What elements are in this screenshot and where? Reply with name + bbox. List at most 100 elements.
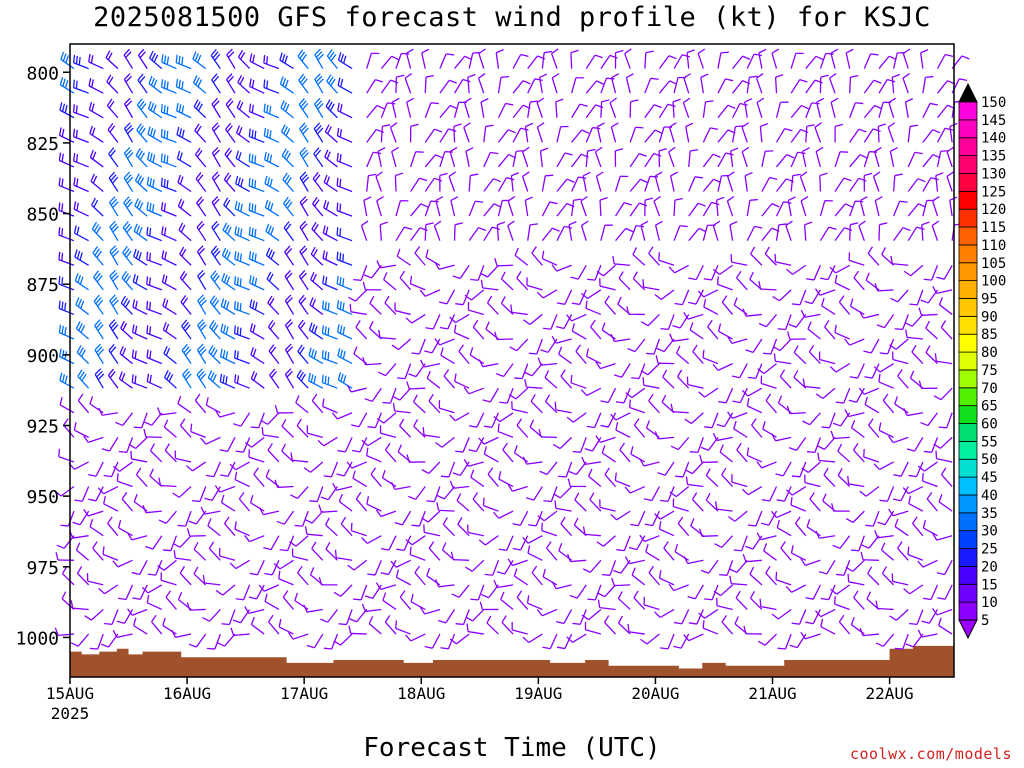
wind-barb-feather	[316, 127, 324, 135]
wind-barb-feather	[361, 603, 367, 612]
wind-barb-feather	[797, 151, 806, 155]
wind-barb-feather	[136, 123, 142, 131]
wind-barb	[297, 572, 309, 586]
wind-barb	[633, 597, 646, 610]
wind-barb	[483, 505, 499, 512]
wind-barb-feather	[368, 320, 374, 329]
wind-barb-feather	[181, 56, 184, 65]
wind-barb	[667, 314, 675, 330]
wind-barb-feather	[112, 201, 119, 209]
wind-barb	[588, 475, 602, 488]
wind-barb-feather	[339, 154, 342, 163]
wind-barb-feather	[531, 565, 538, 573]
wind-barb-feather	[140, 127, 146, 136]
wind-barb	[845, 52, 851, 69]
wind-barb-feather	[483, 425, 493, 429]
wind-barb-feather	[373, 151, 382, 155]
wind-barb	[865, 486, 880, 497]
wind-barb-feather	[677, 516, 684, 524]
wind-barb-feather	[225, 174, 232, 183]
wind-barb-feather	[77, 393, 84, 401]
wind-barb-feather	[911, 344, 917, 353]
wind-barb-feather	[309, 500, 318, 503]
wind-barb	[380, 264, 397, 269]
wind-barb-feather	[880, 542, 886, 551]
wind-barb-feather	[922, 520, 926, 529]
wind-barb-feather	[115, 421, 124, 427]
wind-barb-feather	[654, 129, 663, 135]
wind-barb	[507, 225, 514, 241]
wind-barb	[776, 527, 792, 537]
wind-barb-feather	[801, 104, 809, 110]
wind-barb-feather	[310, 271, 315, 280]
wind-barb	[107, 523, 119, 537]
wind-barb-feather	[134, 173, 140, 181]
wind-barb	[556, 264, 572, 272]
wind-barb-feather	[198, 370, 205, 378]
wind-barb	[731, 583, 748, 586]
wind-barb	[563, 314, 573, 329]
wind-barb-feather	[684, 418, 692, 425]
wind-barb-feather	[211, 171, 219, 179]
wind-barb-feather	[263, 547, 272, 551]
wind-barb	[732, 103, 741, 119]
wind-barb	[940, 387, 953, 401]
wind-barb	[720, 584, 734, 597]
wind-barb	[526, 284, 543, 291]
wind-barb-feather	[248, 153, 251, 162]
wind-barb-feather	[353, 346, 358, 355]
wind-barb	[487, 264, 499, 278]
wind-barb	[820, 626, 836, 635]
wind-barb-feather	[162, 549, 171, 552]
wind-barb-feather	[193, 541, 199, 550]
wind-barb	[683, 77, 690, 94]
wind-barb-feather	[313, 375, 317, 384]
wind-barb	[760, 535, 777, 541]
wind-barb	[681, 289, 690, 305]
wind-barb-feather	[77, 369, 83, 377]
wind-barb	[497, 200, 503, 217]
wind-barb	[719, 451, 734, 463]
wind-barb-feather	[859, 154, 868, 159]
wind-barb-feather	[209, 372, 215, 380]
colorbar-label: 10	[981, 595, 998, 611]
wind-barb	[555, 101, 558, 118]
wind-barb-feather	[248, 226, 251, 235]
wind-barb	[897, 547, 909, 561]
wind-barb-feather	[375, 79, 384, 83]
wind-barb-feather	[224, 147, 231, 155]
wind-barb-feather	[311, 324, 316, 333]
wind-barb	[659, 528, 675, 537]
wind-barb	[394, 175, 397, 192]
wind-barb	[936, 458, 953, 463]
wind-barb	[468, 461, 484, 467]
wind-barb-feather	[212, 374, 217, 382]
wind-barb-feather	[192, 51, 197, 60]
wind-barb-feather	[690, 149, 699, 152]
wind-barb-feather	[658, 521, 662, 530]
wind-barb-feather	[470, 278, 479, 281]
wind-barb-feather	[122, 297, 129, 306]
wind-barb-feather	[342, 278, 345, 287]
wind-barb	[688, 176, 696, 192]
wind-barb	[679, 314, 690, 329]
wind-barb-feather	[384, 615, 391, 623]
wind-barb-feather	[315, 125, 322, 132]
wind-barb	[930, 584, 939, 600]
wind-barb-feather	[339, 277, 342, 286]
wind-barb-feather	[213, 275, 220, 283]
wind-barb	[253, 473, 265, 487]
wind-barb	[921, 224, 924, 241]
wind-barb-feather	[727, 516, 736, 522]
wind-barb-feather	[220, 474, 229, 477]
wind-barb-feather	[601, 99, 610, 103]
wind-barb	[209, 609, 221, 622]
wind-barb-feather	[712, 153, 721, 158]
wind-barb-feather	[596, 80, 605, 85]
wind-barb-feather	[127, 608, 133, 616]
wind-barb-feather	[493, 178, 502, 183]
wind-barb-feather	[182, 321, 189, 329]
wind-barb-feather	[747, 376, 756, 380]
wind-barb	[648, 572, 660, 586]
wind-barb	[152, 535, 163, 550]
